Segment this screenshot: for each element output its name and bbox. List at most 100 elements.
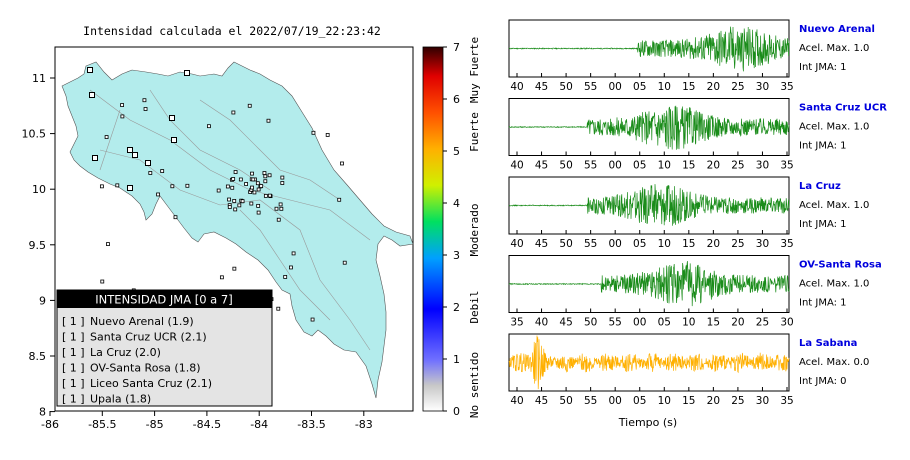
trace-tick-label: 00 xyxy=(633,317,646,329)
legend-item-label: La Cruz (2.0) xyxy=(90,346,161,359)
legend-item-bracket: [ 1 ] xyxy=(62,331,85,344)
station-marker xyxy=(171,137,177,143)
legend-item-bracket: [ 1 ] xyxy=(62,377,85,390)
station-marker xyxy=(207,124,211,129)
time-axis-label: Tiempo (s) xyxy=(618,416,677,429)
legend-item-bracket: [ 1 ] xyxy=(62,346,85,359)
trace-tick-label: 10 xyxy=(682,317,695,329)
trace-tick-label: 00 xyxy=(608,160,621,172)
station-marker xyxy=(325,133,330,137)
station-marker xyxy=(142,98,147,103)
station-marker xyxy=(263,193,268,198)
trace-tick-label: 50 xyxy=(559,81,572,93)
station-marker xyxy=(256,210,261,215)
int-jma: Int JMA: 1 xyxy=(799,219,847,230)
station-marker xyxy=(256,203,261,208)
trace-tick-label: 50 xyxy=(559,395,572,407)
trace-tick-label: 30 xyxy=(780,317,793,329)
station-marker xyxy=(274,206,279,211)
trace-tick-label: 40 xyxy=(510,81,523,93)
acel-max: Acel. Max. 1.0 xyxy=(799,43,869,54)
station-marker xyxy=(252,190,257,195)
map-y-axis: 11 10.5 10 9.5 9 8.5 8 xyxy=(22,72,55,419)
waveform xyxy=(508,184,790,226)
station-marker xyxy=(266,118,271,123)
y-tick-label: 10.5 xyxy=(22,128,47,141)
colorbar-tick-label: 2 xyxy=(453,301,460,314)
trace-1: 40 45 50 55 00 05 10 15 20 25 30 35 Santa Cruz UCR Ac… xyxy=(508,98,887,172)
trace-tick-label: 20 xyxy=(707,81,720,93)
colorbar-tick-label: 5 xyxy=(453,145,460,158)
trace-tick-label: 55 xyxy=(608,317,621,329)
trace-tick-label: 35 xyxy=(780,395,793,407)
station-marker xyxy=(259,184,264,188)
station-marker xyxy=(280,181,285,185)
station-marker xyxy=(311,130,316,135)
trace-tick-label: 35 xyxy=(780,160,793,172)
station-marker xyxy=(170,184,175,189)
trace-tick-label: 05 xyxy=(658,317,671,329)
trace-tick-label: 20 xyxy=(707,395,720,407)
trace-tick-label: 45 xyxy=(559,317,572,329)
station-marker xyxy=(240,199,245,204)
acel-max: Acel. Max. 1.0 xyxy=(799,200,869,211)
int-jma: Int JMA: 1 xyxy=(799,298,847,309)
station-marker xyxy=(232,266,237,271)
trace-tick-label: 15 xyxy=(682,395,695,407)
station-marker xyxy=(100,279,105,284)
trace-tick-label: 15 xyxy=(682,238,695,250)
station-marker xyxy=(231,110,236,115)
legend-item-label: Liceo Santa Cruz (2.1) xyxy=(90,377,212,390)
colorbar-gradient xyxy=(422,46,444,412)
y-tick-label: 8.5 xyxy=(29,350,47,363)
station-marker xyxy=(92,155,98,161)
trace-tick-label: 05 xyxy=(633,238,646,250)
int-jma: Int JMA: 0 xyxy=(799,376,847,387)
trace-tick-label: 55 xyxy=(584,395,597,407)
station-marker xyxy=(216,188,221,193)
colorbar-label: Fuerte xyxy=(468,112,481,152)
colorbar-tick-label: 3 xyxy=(453,249,460,262)
station-marker xyxy=(291,251,296,256)
colorbar-label: Moderado xyxy=(468,204,481,257)
x-tick-label: -84.5 xyxy=(193,418,221,431)
trace-tick-label: 35 xyxy=(510,317,523,329)
station-marker xyxy=(250,185,254,190)
x-tick-label: -83 xyxy=(355,418,373,431)
colorbar-label: No sentido xyxy=(468,352,481,418)
colorbar-tick-label: 6 xyxy=(453,93,460,106)
legend-item-label: OV-Santa Rosa (1.8) xyxy=(90,362,200,375)
station-name: La Sabana xyxy=(799,338,857,349)
waveform xyxy=(508,105,790,150)
colorbar-label: Muy Fuerte xyxy=(468,37,481,103)
legend-item-label: Upala (1.8) xyxy=(90,393,151,406)
legend-item-bracket: [ 1 ] xyxy=(62,393,85,406)
colorbar-label: Debil xyxy=(468,290,481,323)
station-marker xyxy=(89,92,95,98)
trace-tick-label: 10 xyxy=(658,395,671,407)
trace-tick-label: 40 xyxy=(535,317,548,329)
colorbar-tick-label: 0 xyxy=(453,405,460,418)
station-marker xyxy=(279,206,284,211)
acel-max: Acel. Max. 1.0 xyxy=(799,122,869,133)
trace-tick-label: 40 xyxy=(510,238,523,250)
x-tick-label: -85.5 xyxy=(88,418,116,431)
station-marker xyxy=(247,103,252,108)
trace-tick-label: 45 xyxy=(535,238,548,250)
station-marker xyxy=(280,175,285,180)
station-marker xyxy=(263,179,268,184)
station-marker xyxy=(120,114,125,119)
trace-3: 35 40 45 50 55 00 05 10 15 20 25 30 OV-Santa Rosa Ace… xyxy=(508,255,882,329)
station-marker xyxy=(106,242,110,246)
station-marker xyxy=(256,187,261,192)
station-marker xyxy=(289,265,293,270)
trace-tick-label: 15 xyxy=(682,160,695,172)
trace-tick-label: 30 xyxy=(756,160,769,172)
waveform xyxy=(508,335,790,390)
station-marker xyxy=(132,152,138,158)
trace-tick-label: 55 xyxy=(584,160,597,172)
legend-header-bg xyxy=(57,290,272,308)
station-marker xyxy=(276,306,281,311)
trace-tick-label: 45 xyxy=(535,81,548,93)
